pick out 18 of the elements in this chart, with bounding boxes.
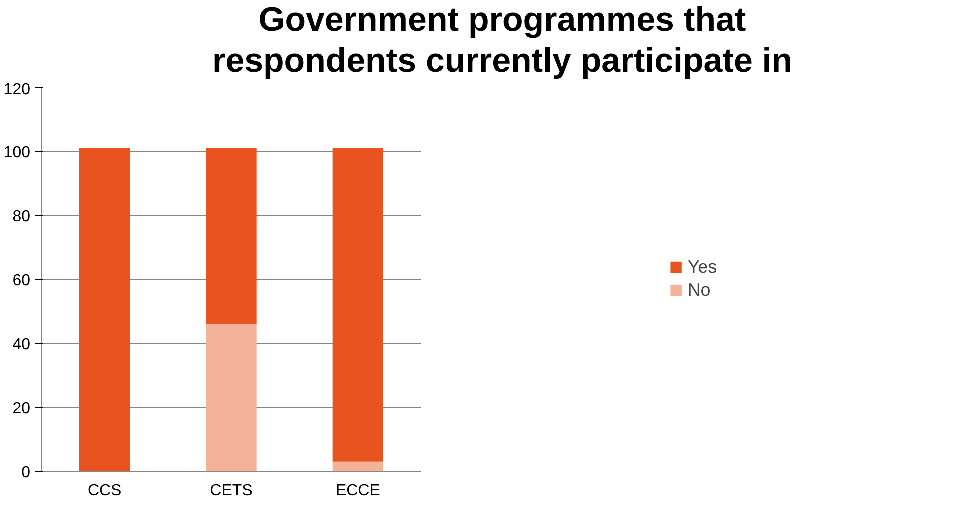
legend-label: Yes xyxy=(688,256,718,278)
y-tick-label: 0 xyxy=(22,464,31,482)
x-tick-label: ECCE xyxy=(336,482,380,500)
y-tick-label: 100 xyxy=(4,144,31,162)
y-tick-label: 60 xyxy=(12,272,31,290)
bar xyxy=(332,148,384,462)
y-tick-label: 40 xyxy=(12,336,31,354)
x-tick-label: CCS xyxy=(88,482,122,500)
y-tick-label: 120 xyxy=(4,81,31,98)
y-tick-label: 80 xyxy=(12,208,31,226)
bar xyxy=(206,148,257,324)
text: Government programmes that respondents currently participate in xyxy=(212,0,793,82)
x-tick-label: CETS xyxy=(210,482,253,500)
bar xyxy=(80,148,130,472)
legend-label: No xyxy=(688,280,711,301)
y-tick-label: 20 xyxy=(12,400,31,418)
bar xyxy=(206,324,257,472)
bar xyxy=(332,461,384,472)
